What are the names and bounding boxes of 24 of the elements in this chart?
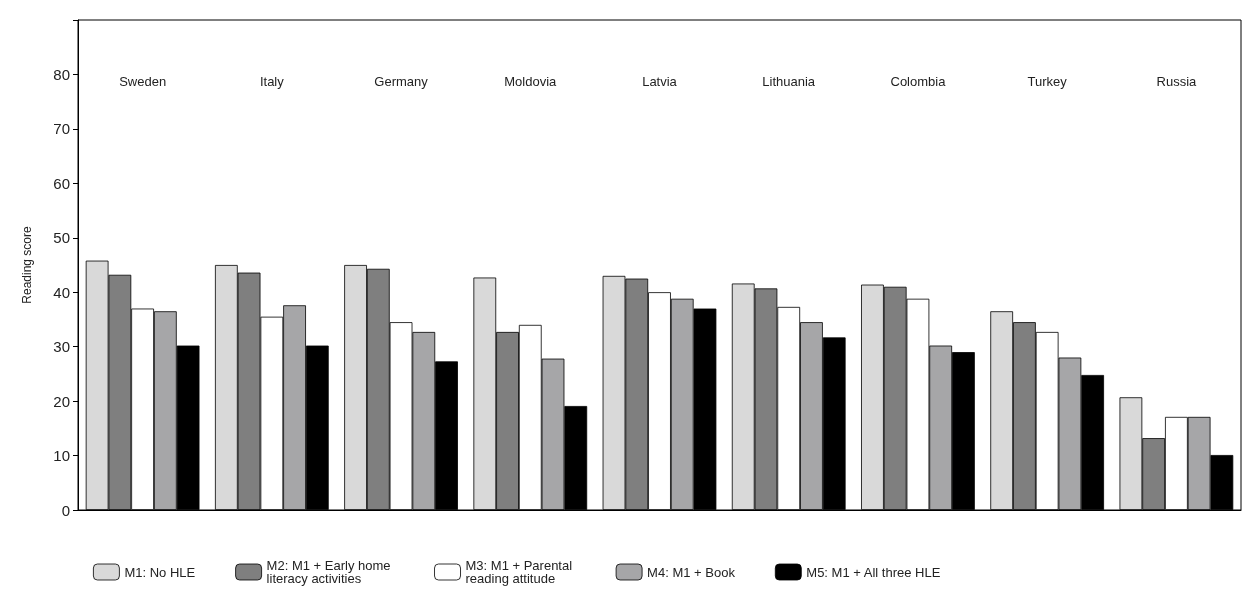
legend-label: M5: M1 + All three HLE (806, 564, 941, 580)
legend-label: M2: M1 + Early home literacy activities (266, 558, 395, 586)
y-tick-label: 60 (53, 174, 70, 192)
y-tick-label: 40 (53, 283, 70, 301)
x-tick-label: Latvia (642, 74, 678, 89)
x-tick-label: Sweden (119, 74, 167, 89)
y-tick-label: 0 (61, 501, 70, 519)
y-tick-label: 50 (53, 229, 70, 247)
x-tick-label: Lithuania (762, 74, 816, 89)
y-tick-label: 80 (53, 65, 70, 83)
y-tick-label: 30 (53, 338, 70, 356)
x-tick-label: Moldovia (504, 74, 558, 89)
legend-label: M1: No HLE (124, 564, 196, 580)
legend-label: M4: M1 + Book (647, 564, 736, 580)
x-tick-label: Russia (1156, 74, 1198, 89)
y-tick-label: 10 (53, 447, 70, 465)
legend-label: M3: M1 + Parental reading attitude (465, 558, 576, 586)
y-axis-title: Reading score (20, 225, 34, 304)
x-tick-label: Turkey (1027, 74, 1068, 89)
y-tick-label: 20 (53, 392, 70, 410)
x-tick-label: Colombia (890, 74, 947, 89)
x-tick-label: Germany (374, 74, 429, 89)
y-tick-label: 70 (53, 120, 70, 138)
x-tick-label: Italy (259, 74, 285, 89)
